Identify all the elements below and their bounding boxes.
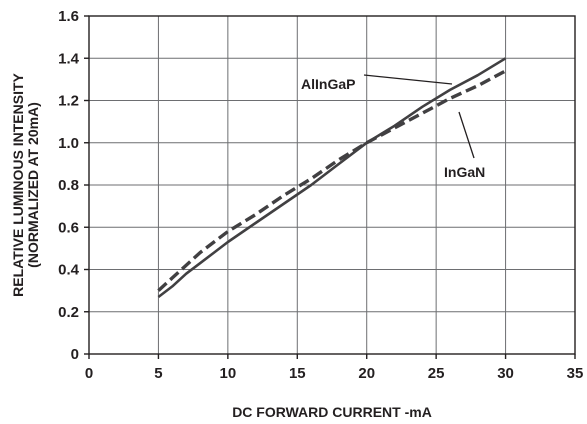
- y-tick-labels: 0 0.2 0.4 0.6 0.8 1.0 1.2 1.4 1.6: [58, 8, 80, 363]
- x-tick-label: 5: [154, 365, 162, 382]
- x-tick-labels: 0 5 10 15 20 25 30 35: [85, 365, 584, 382]
- y-tick-label: 0.6: [58, 219, 79, 236]
- y-axis-label-line-1: RELATIVE LUMINOUS INTENSITY: [10, 72, 26, 296]
- x-tick-label: 20: [358, 365, 375, 382]
- ingan-series-label: InGaN: [444, 164, 485, 180]
- alingap-leader-line: [364, 75, 452, 84]
- y-tick-label: 0.8: [58, 177, 79, 194]
- ingan-series-line: [158, 71, 505, 291]
- x-tick-label: 30: [497, 365, 514, 382]
- axis-ticks: [84, 16, 575, 359]
- grid: [89, 16, 575, 354]
- y-tick-label: 1.2: [58, 93, 79, 110]
- x-tick-label: 25: [428, 365, 445, 382]
- ingan-leader-line: [459, 112, 474, 158]
- y-tick-label: 0.2: [58, 304, 79, 321]
- y-axis-label-line-2: (NORMALIZED AT 20mA): [25, 102, 41, 268]
- x-axis-label: DC FORWARD CURRENT -mA: [232, 404, 432, 420]
- y-tick-label: 1.0: [58, 135, 79, 152]
- y-tick-label: 1.4: [58, 50, 80, 67]
- y-tick-label: 0.4: [58, 262, 80, 279]
- alingap-series-label: AlInGaP: [301, 76, 355, 92]
- y-tick-label: 1.6: [58, 8, 79, 25]
- x-tick-label: 10: [220, 365, 237, 382]
- x-tick-label: 15: [289, 365, 306, 382]
- x-tick-label: 0: [85, 365, 93, 382]
- y-tick-label: 0: [71, 346, 79, 363]
- x-tick-label: 35: [567, 365, 584, 382]
